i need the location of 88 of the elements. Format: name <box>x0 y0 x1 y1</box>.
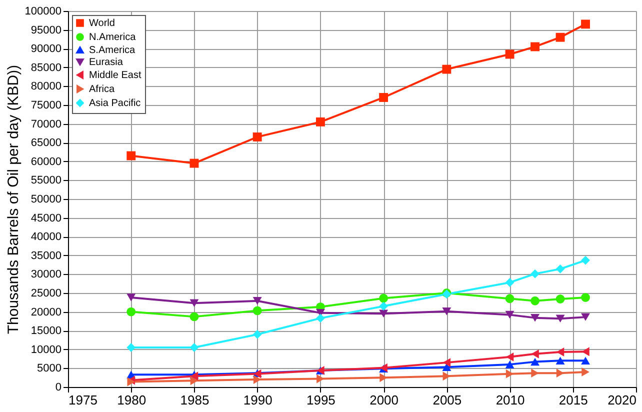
point <box>316 117 325 126</box>
x-tick-label: 1980 <box>117 392 146 408</box>
y-tick-label: 35000 <box>30 250 62 262</box>
point <box>190 343 199 352</box>
x-tick-label: 2010 <box>496 392 525 408</box>
point <box>252 132 262 142</box>
point <box>190 376 198 386</box>
x-tick-label: 2005 <box>432 392 462 408</box>
legend-label: World <box>89 18 115 29</box>
point <box>442 64 452 74</box>
y-tick-label: 30000 <box>30 268 62 281</box>
point <box>190 158 199 168</box>
point <box>252 306 262 316</box>
point <box>530 42 540 52</box>
y-tick-label: 25000 <box>30 288 62 300</box>
point <box>531 368 539 378</box>
y-tick-label: 15000 <box>30 325 62 338</box>
point <box>252 297 262 305</box>
legend-label: Middle East <box>89 70 142 81</box>
y-tick-label: 80000 <box>30 80 62 93</box>
y-tick-label: 100000 <box>24 6 62 18</box>
y-tick-label: 55000 <box>30 174 62 187</box>
point <box>506 352 514 362</box>
y-tick-label: 50000 <box>30 194 62 206</box>
point <box>530 358 540 366</box>
point <box>379 302 388 311</box>
point <box>530 296 540 306</box>
legend-label: N.America <box>89 32 136 43</box>
point <box>190 299 199 308</box>
point <box>379 294 388 303</box>
point <box>582 347 590 356</box>
point <box>556 32 565 42</box>
point <box>556 294 565 304</box>
x-tick-label: 2015 <box>558 392 588 408</box>
point <box>190 372 198 381</box>
x-tick-label: 2000 <box>370 392 399 408</box>
y-tick-label: 90000 <box>30 43 62 56</box>
y-tick-label: 95000 <box>30 24 62 36</box>
point <box>556 348 564 357</box>
point <box>126 294 136 302</box>
point <box>581 293 590 302</box>
y-tick-label: 5000 <box>37 362 62 375</box>
legend-label: S.America <box>89 45 136 56</box>
point <box>126 307 136 316</box>
y-tick-label: 40000 <box>30 231 62 244</box>
point <box>442 363 452 371</box>
point <box>505 294 514 304</box>
point <box>531 349 539 358</box>
point <box>126 151 136 160</box>
point <box>582 367 590 376</box>
y-axis-title: Thousands Barrels of Oil per day (KBD)) <box>4 64 22 334</box>
y-tick-label: 0 <box>55 382 62 394</box>
x-tick-label: 1995 <box>306 392 336 408</box>
point <box>556 314 565 322</box>
point <box>581 256 590 265</box>
point <box>190 312 199 322</box>
point <box>505 50 514 59</box>
legend-label: Asia Pacific <box>89 98 141 109</box>
point <box>556 264 565 274</box>
point <box>379 310 388 318</box>
point <box>316 314 325 323</box>
point <box>581 356 590 365</box>
point <box>252 330 262 339</box>
point <box>581 20 590 29</box>
point <box>379 93 388 102</box>
y-tick-label: 60000 <box>30 156 62 168</box>
point <box>530 314 540 322</box>
legend-label: Africa <box>89 84 115 95</box>
y-tick-label: 75000 <box>30 100 62 112</box>
x-tick-label: 2020 <box>608 392 636 408</box>
y-tick-label: 20000 <box>30 306 62 318</box>
point <box>530 269 540 278</box>
x-tick-label: 1990 <box>243 392 272 408</box>
y-tick-label: 85000 <box>30 62 62 74</box>
x-tick-label: 1985 <box>180 392 210 408</box>
point <box>581 313 590 321</box>
point <box>505 310 514 319</box>
x-tick-label: 1975 <box>68 392 98 408</box>
y-tick-label: 70000 <box>30 118 62 130</box>
point <box>442 358 451 368</box>
point <box>556 356 565 365</box>
point <box>505 360 514 368</box>
y-tick-label: 65000 <box>30 137 62 150</box>
point <box>442 308 452 316</box>
y-tick-label: 10000 <box>30 344 62 356</box>
y-tick-label: 45000 <box>30 212 62 224</box>
legend-label: Eurasia <box>89 57 124 68</box>
point <box>505 278 514 287</box>
